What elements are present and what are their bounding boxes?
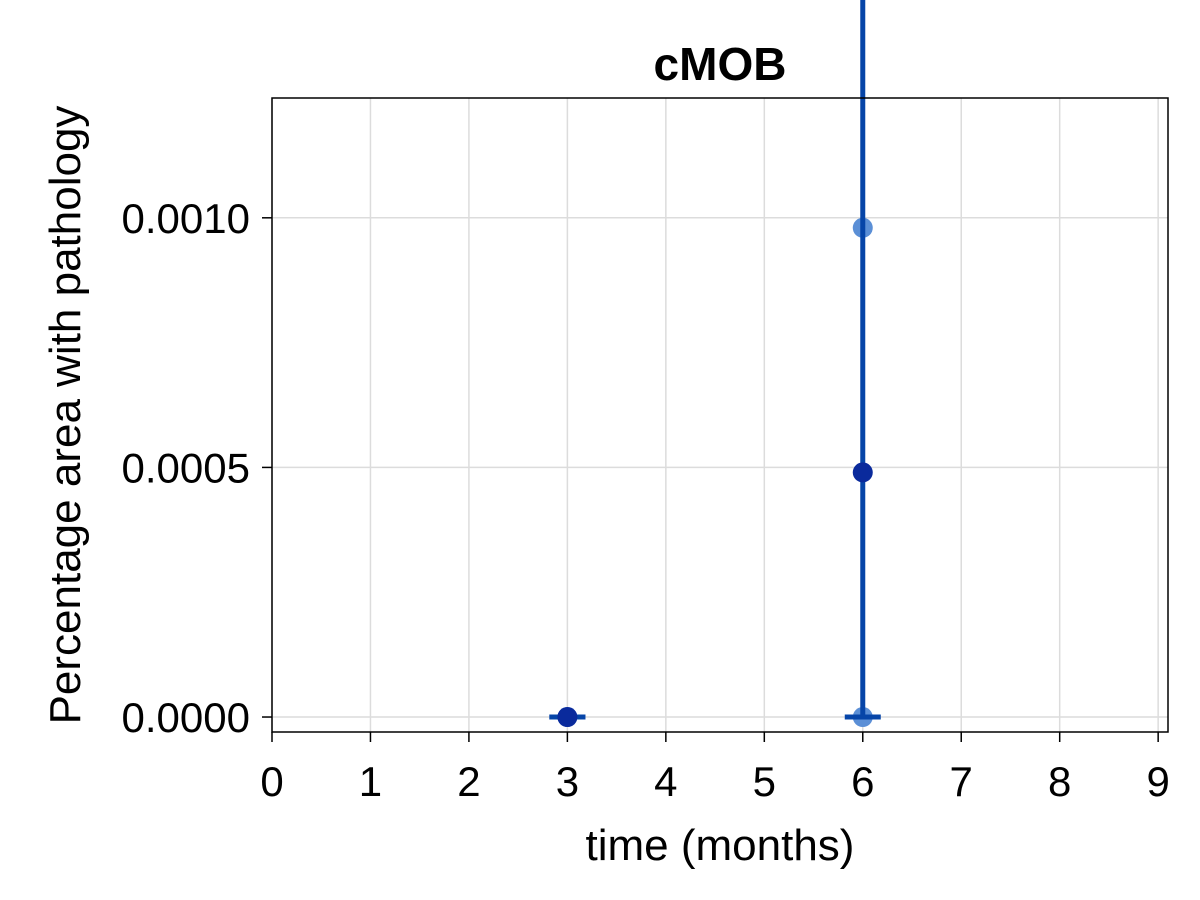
- x-tick-label: 3: [556, 758, 579, 805]
- x-tick-label: 7: [950, 758, 973, 805]
- y-tick-label: 0.0000: [122, 694, 250, 741]
- y-axis-title: Percentage area with pathology: [41, 106, 90, 725]
- x-tick-label: 2: [457, 758, 480, 805]
- y-tick-label: 0.0005: [122, 444, 250, 491]
- x-tick-label: 1: [359, 758, 382, 805]
- x-tick-label: 6: [851, 758, 874, 805]
- mean-point: [557, 707, 578, 728]
- mean-point: [852, 462, 873, 483]
- y-tick-label: 0.0010: [122, 195, 250, 242]
- y-axis: 0.0000 0.0005 0.0010: [122, 195, 272, 741]
- x-tick-label: 8: [1048, 758, 1071, 805]
- x-tick-label: 0: [260, 758, 283, 805]
- x-tick-label: 4: [654, 758, 677, 805]
- x-axis-title: time (months): [586, 821, 855, 870]
- plot-frame: [271, 97, 1169, 733]
- x-tick-label: 9: [1146, 758, 1169, 805]
- chart-title: cMOB: [654, 38, 787, 90]
- grid: [271, 98, 1168, 732]
- x-axis: 0 1 2 3 4 5 6 7 8 9: [260, 732, 1170, 805]
- x-tick-label: 5: [753, 758, 776, 805]
- data-layer: [549, 0, 881, 728]
